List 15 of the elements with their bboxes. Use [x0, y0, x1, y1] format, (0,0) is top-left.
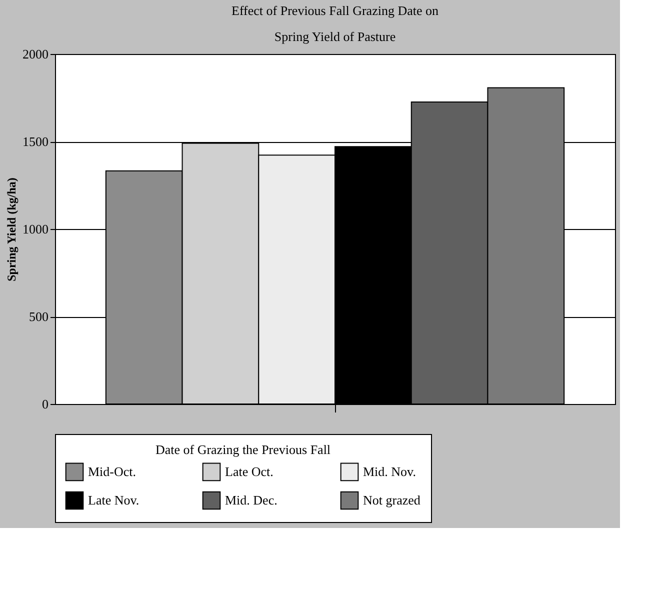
legend-label: Mid. Nov. [363, 464, 416, 479]
legend-label: Late Nov. [88, 492, 140, 508]
legend-label: Mid-Oct. [88, 464, 136, 479]
legend-label: Not grazed [363, 492, 421, 508]
y-tick-label: 2000 [22, 46, 48, 62]
text: Spring Yield of Pasture [274, 29, 396, 44]
legend-label: Late Oct. [225, 464, 274, 479]
y-tick-label: 1000 [22, 222, 48, 236]
legend-title: Date of Grazing the Previous Fall [155, 442, 331, 457]
y-axis-title: Spring Yield (kg/ha) [4, 178, 18, 282]
legend-label: Mid. Dec. [225, 492, 278, 508]
y-tick-label: 0 [42, 396, 48, 412]
text: Effect of Previous Fall Grazing Date on [232, 3, 438, 18]
y-tick-label: 1500 [22, 134, 48, 149]
y-tick-label: 500 [29, 309, 48, 324]
